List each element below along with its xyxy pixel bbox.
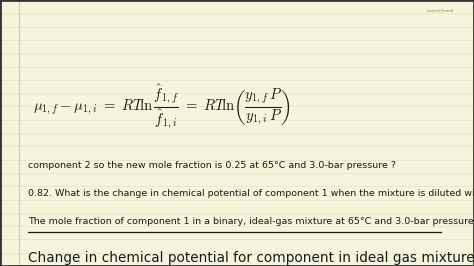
- Text: The mole fraction of component 1 in a binary, ideal-gas mixture at 65°C and 3.0-: The mole fraction of component 1 in a bi…: [28, 217, 474, 226]
- Text: 0.82. What is the change in chemical potential of component 1 when the mixture i: 0.82. What is the change in chemical pot…: [28, 189, 474, 198]
- Text: LearnChemE: LearnChemE: [427, 9, 455, 13]
- Text: Change in chemical potential for component in ideal gas mixture: Change in chemical potential for compone…: [28, 251, 474, 265]
- Text: $\mu_{1,f}-\mu_{1,i}\ =\ RT\!\ln\dfrac{\hat{f}_{1,f}}{\hat{f}_{1,i}}\ =\ RT\!\ln: $\mu_{1,f}-\mu_{1,i}\ =\ RT\!\ln\dfrac{\…: [33, 82, 291, 131]
- Text: component 2 so the new mole fraction is 0.25 at 65°C and 3.0-bar pressure ?: component 2 so the new mole fraction is …: [28, 161, 396, 170]
